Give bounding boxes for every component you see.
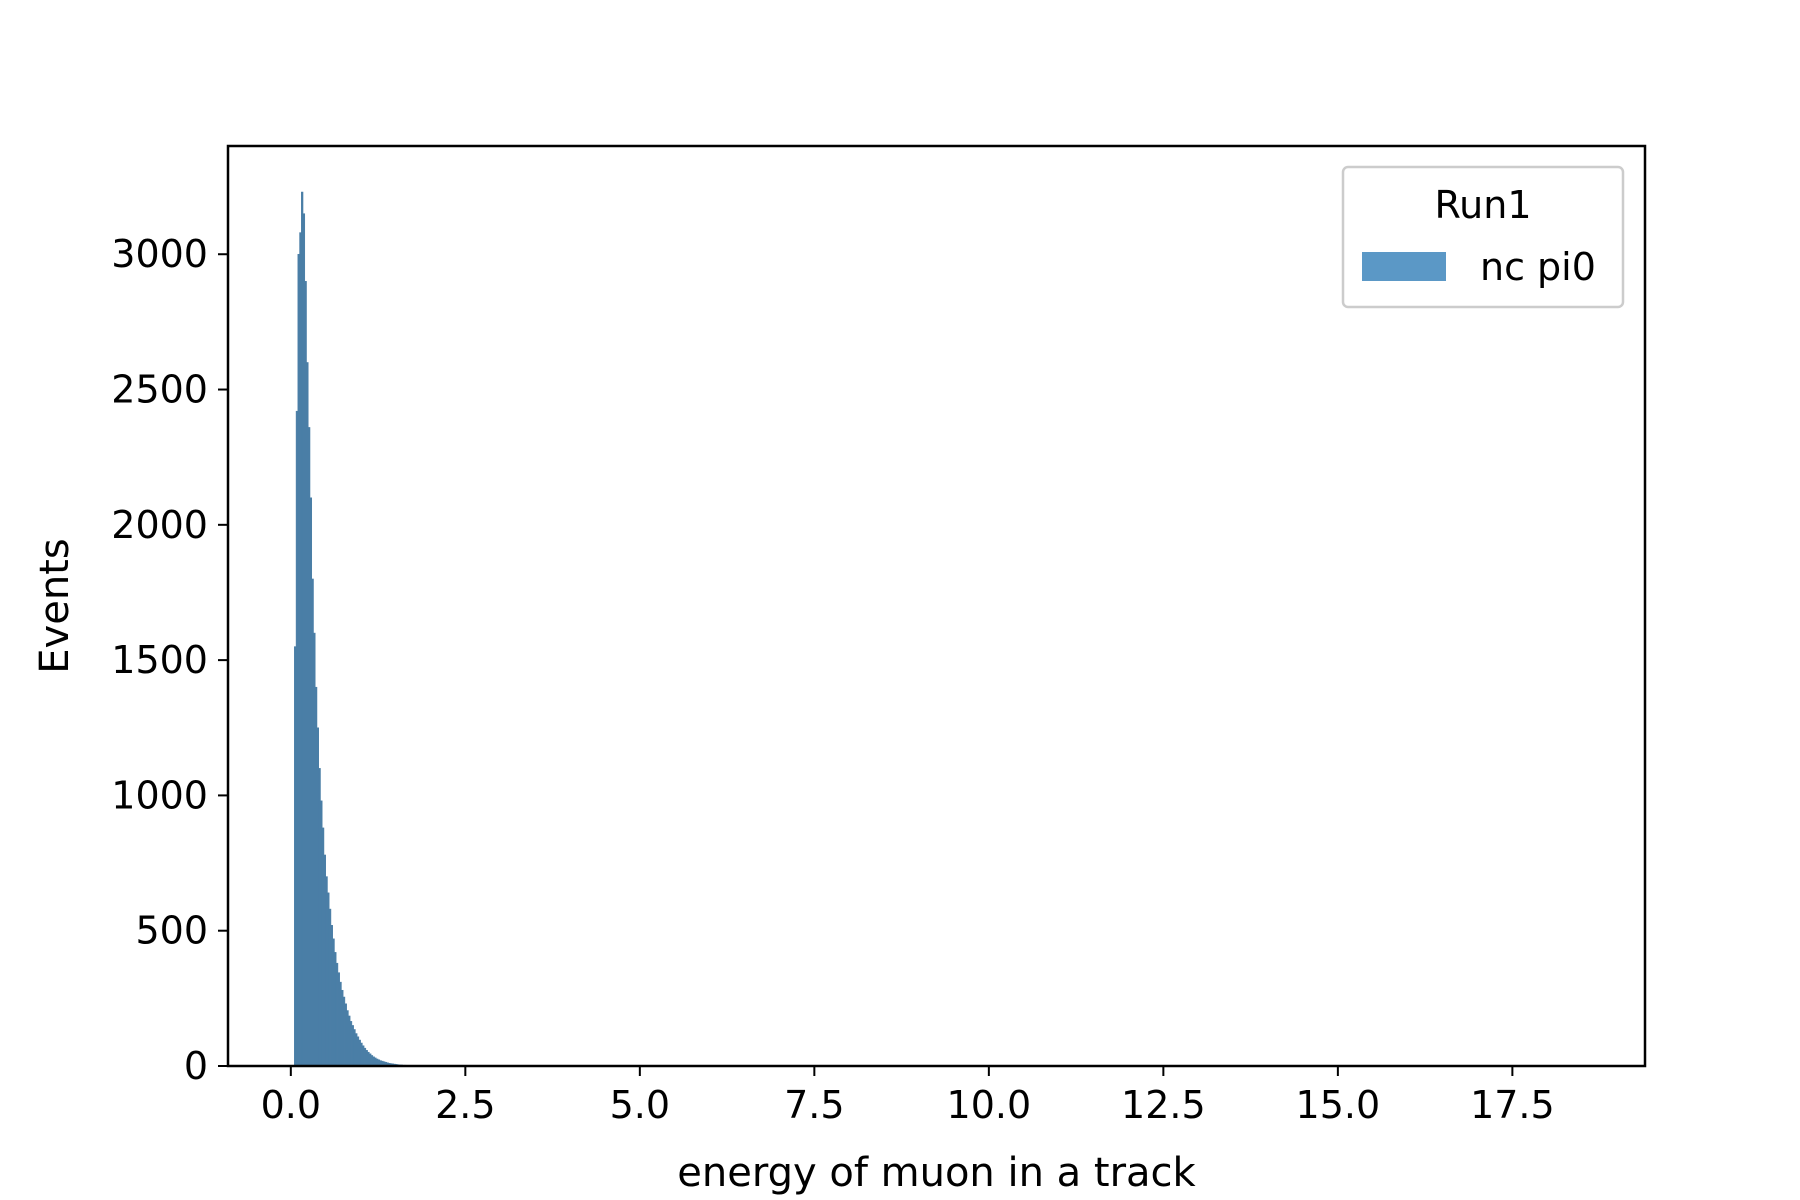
histogram-bar xyxy=(348,1015,351,1067)
x-tick-label: 17.5 xyxy=(1470,1083,1555,1127)
histogram-bar xyxy=(308,427,311,1067)
histogram-bar xyxy=(351,1025,354,1067)
x-tick-label: 10.0 xyxy=(947,1083,1032,1127)
histogram-bar xyxy=(301,191,304,1067)
y-tick-label: 1500 xyxy=(111,638,208,682)
x-tick-label: 0.0 xyxy=(261,1083,321,1127)
histogram-bar xyxy=(370,1055,374,1067)
x-tick-label: 2.5 xyxy=(435,1083,495,1127)
histogram-bar xyxy=(302,213,306,1067)
histogram-bar xyxy=(294,646,297,1067)
histogram-bars xyxy=(294,191,421,1067)
histogram-bar xyxy=(358,1039,361,1067)
histogram-bar xyxy=(356,1036,360,1067)
histogram-bar xyxy=(362,1045,365,1067)
histogram-bar xyxy=(355,1033,358,1067)
histogram-bar xyxy=(318,768,321,1067)
y-tick-label: 2000 xyxy=(111,503,208,547)
histogram-bar xyxy=(342,996,346,1067)
x-tick-label: 12.5 xyxy=(1121,1083,1206,1127)
histogram-bar xyxy=(360,1042,363,1067)
histogram-bar xyxy=(321,827,325,1067)
legend: Run1 nc pi0 xyxy=(1341,165,1625,309)
histogram-bar xyxy=(369,1053,372,1067)
histogram-bar xyxy=(320,800,323,1067)
legend-entry-label: nc pi0 xyxy=(1480,245,1596,289)
x-axis: 0.0 2.5 5.0 7.5 10.0 12.5 15.0 17.5 xyxy=(261,1066,1555,1127)
histogram-bar xyxy=(365,1050,368,1067)
histogram-bar xyxy=(328,908,332,1067)
histogram-bar xyxy=(332,938,335,1067)
y-tick-label: 3000 xyxy=(111,232,208,276)
histogram-bar xyxy=(344,1003,347,1067)
plot-area-frame xyxy=(226,144,1647,1068)
histogram-bar xyxy=(353,1029,356,1067)
y-tick-label: 2500 xyxy=(111,368,208,412)
histogram-bar xyxy=(306,362,309,1067)
histogram-bar xyxy=(325,876,328,1067)
y-tick-label: 0 xyxy=(184,1044,208,1088)
y-tick-label: 500 xyxy=(135,909,208,953)
histogram-bar xyxy=(311,578,314,1067)
histogram-bar xyxy=(316,727,319,1067)
histogram-bar xyxy=(346,1010,349,1067)
histogram-bar xyxy=(341,989,344,1067)
y-axis-label: Events xyxy=(32,538,78,673)
histogram-bar xyxy=(299,232,302,1067)
histogram-bar xyxy=(315,686,318,1067)
histogram-bar xyxy=(295,410,299,1067)
y-axis: 0 500 1000 1500 2000 2500 3000 xyxy=(111,232,228,1088)
x-tick-label: 5.0 xyxy=(610,1083,670,1127)
legend-swatch xyxy=(1362,252,1446,281)
legend-title: Run1 xyxy=(1434,183,1531,227)
histogram-bar xyxy=(339,981,342,1067)
histogram-bar xyxy=(297,253,300,1067)
histogram-bar xyxy=(313,632,316,1067)
x-axis-label: energy of muon in a track xyxy=(677,1150,1196,1196)
histogram-bar xyxy=(309,497,313,1067)
histogram-bar xyxy=(363,1047,367,1067)
histogram-bar xyxy=(335,962,339,1067)
histogram-bar xyxy=(337,972,340,1067)
histogram-bar xyxy=(372,1056,375,1067)
histogram-bar xyxy=(334,952,337,1067)
x-tick-label: 15.0 xyxy=(1296,1083,1381,1127)
histogram-bar xyxy=(330,925,333,1067)
histogram-bar xyxy=(349,1021,353,1067)
histogram-bar xyxy=(367,1051,370,1067)
histogram-bar xyxy=(323,854,326,1067)
x-tick-label: 7.5 xyxy=(784,1083,844,1127)
y-tick-label: 1000 xyxy=(111,773,208,817)
histogram-bar xyxy=(327,892,330,1067)
histogram-bar xyxy=(304,281,307,1067)
